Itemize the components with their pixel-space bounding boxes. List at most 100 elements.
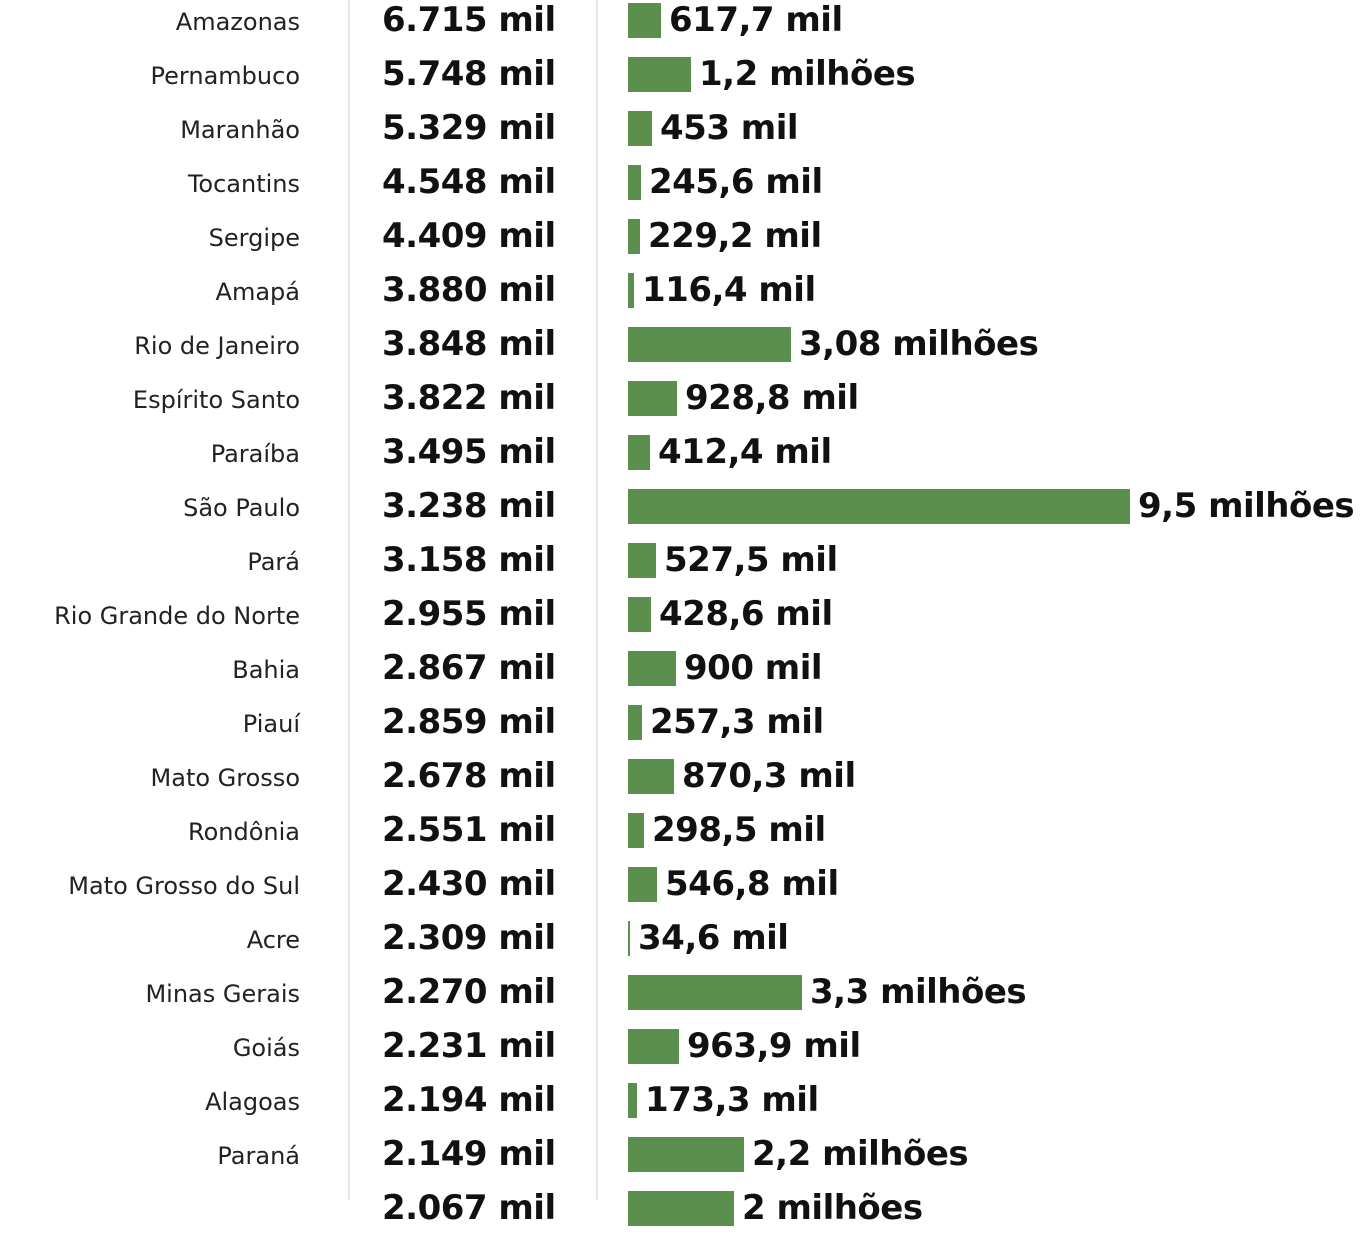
rate-value: 2.430 mil	[382, 864, 556, 904]
population-bar	[628, 1083, 637, 1118]
population-bar	[628, 975, 802, 1010]
state-name: Amapá	[215, 278, 300, 306]
population-label: 9,5 milhões	[1138, 486, 1355, 526]
table-row: Minas Gerais 2.270 mil 3,3 milhões	[0, 972, 1366, 1026]
table-row: Rondônia 2.551 mil 298,5 mil	[0, 810, 1366, 864]
rate-value: 2.231 mil	[382, 1026, 556, 1066]
population-label: 900 mil	[684, 648, 823, 688]
state-name: Mato Grosso	[150, 764, 300, 792]
state-name: Pará	[247, 548, 300, 576]
table-row: Bahia 2.867 mil 900 mil	[0, 648, 1366, 702]
population-bar	[628, 705, 642, 740]
population-label: 2,2 milhões	[752, 1134, 969, 1174]
table-row: Acre 2.309 mil 34,6 mil	[0, 918, 1366, 972]
state-name: Paraná	[217, 1142, 300, 1170]
table-row: Paraná 2.149 mil 2,2 milhões	[0, 1134, 1366, 1188]
table-row: Rio de Janeiro 3.848 mil 3,08 milhões	[0, 324, 1366, 378]
table-row: Tocantins 4.548 mil 245,6 mil	[0, 162, 1366, 216]
state-name: Maranhão	[180, 116, 300, 144]
rate-value: 3.158 mil	[382, 540, 556, 580]
population-bar	[628, 165, 641, 200]
state-name: Rio de Janeiro	[134, 332, 300, 360]
population-bar	[628, 759, 674, 794]
column-divider-2	[596, 0, 598, 1200]
state-name: Rio Grande do Norte	[54, 602, 300, 630]
rate-value: 2.551 mil	[382, 810, 556, 850]
rate-value: 2.149 mil	[382, 1134, 556, 1174]
rate-value: 6.715 mil	[382, 0, 556, 40]
population-bar	[628, 435, 650, 470]
state-name: Paraíba	[210, 440, 300, 468]
table-row: São Paulo 3.238 mil 9,5 milhões	[0, 486, 1366, 540]
table-row: Pará 3.158 mil 527,5 mil	[0, 540, 1366, 594]
rate-value: 4.548 mil	[382, 162, 556, 202]
rate-value: 3.880 mil	[382, 270, 556, 310]
state-name: Bahia	[232, 656, 300, 684]
population-label: 245,6 mil	[649, 162, 823, 202]
population-bar	[628, 1137, 744, 1172]
population-label: 2 milhões	[742, 1188, 923, 1228]
population-label: 3,08 milhões	[799, 324, 1039, 364]
population-label: 173,3 mil	[645, 1080, 819, 1120]
state-name: Sergipe	[208, 224, 300, 252]
rate-value: 5.329 mil	[382, 108, 556, 148]
population-label: 116,4 mil	[642, 270, 816, 310]
rate-value: 2.859 mil	[382, 702, 556, 742]
rate-value: 2.067 mil	[382, 1188, 556, 1228]
population-label: 870,3 mil	[682, 756, 856, 796]
state-name: Rondônia	[188, 818, 300, 846]
population-label: 428,6 mil	[659, 594, 833, 634]
population-bar	[628, 3, 661, 38]
rate-value: 3.848 mil	[382, 324, 556, 364]
population-label: 257,3 mil	[650, 702, 824, 742]
state-name: Piauí	[242, 710, 300, 738]
table-row: Paraíba 3.495 mil 412,4 mil	[0, 432, 1366, 486]
state-name: São Paulo	[183, 494, 300, 522]
table-row: Rio Grande do Norte 2.955 mil 428,6 mil	[0, 594, 1366, 648]
rate-value: 2.867 mil	[382, 648, 556, 688]
table-row: Espírito Santo 3.822 mil 928,8 mil	[0, 378, 1366, 432]
population-bar	[628, 921, 630, 956]
population-bar	[628, 813, 644, 848]
state-name: Mato Grosso do Sul	[68, 872, 300, 900]
table-row: 2.067 mil 2 milhões	[0, 1188, 1366, 1242]
state-name: Acre	[246, 926, 300, 954]
population-bar	[628, 489, 1130, 524]
population-label: 412,4 mil	[658, 432, 832, 472]
population-bar	[628, 273, 634, 308]
rate-value: 2.678 mil	[382, 756, 556, 796]
population-label: 963,9 mil	[687, 1026, 861, 1066]
population-bar	[628, 867, 657, 902]
state-name: Alagoas	[205, 1088, 300, 1116]
table-row: Pernambuco 5.748 mil 1,2 milhões	[0, 54, 1366, 108]
state-name: Minas Gerais	[145, 980, 300, 1008]
state-name: Espírito Santo	[132, 386, 300, 414]
population-bar	[628, 111, 652, 146]
table-row: Maranhão 5.329 mil 453 mil	[0, 108, 1366, 162]
state-name: Pernambuco	[150, 62, 300, 90]
population-label: 3,3 milhões	[810, 972, 1027, 1012]
population-bar	[628, 1191, 734, 1226]
rate-value: 2.270 mil	[382, 972, 556, 1012]
table-row: Sergipe 4.409 mil 229,2 mil	[0, 216, 1366, 270]
state-name: Amazonas	[175, 8, 300, 36]
table-row: Amazonas 6.715 mil 617,7 mil	[0, 0, 1366, 54]
rate-value: 3.495 mil	[382, 432, 556, 472]
rate-value: 2.309 mil	[382, 918, 556, 958]
population-bar	[628, 543, 656, 578]
population-label: 527,5 mil	[664, 540, 838, 580]
population-label: 546,8 mil	[665, 864, 839, 904]
population-label: 298,5 mil	[652, 810, 826, 850]
table-row: Mato Grosso 2.678 mil 870,3 mil	[0, 756, 1366, 810]
population-bar	[628, 651, 676, 686]
population-bar	[628, 381, 677, 416]
population-bar	[628, 327, 791, 362]
state-name: Goiás	[232, 1034, 300, 1062]
rate-value: 2.194 mil	[382, 1080, 556, 1120]
population-label: 453 mil	[660, 108, 799, 148]
population-bar	[628, 1029, 679, 1064]
table-row: Goiás 2.231 mil 963,9 mil	[0, 1026, 1366, 1080]
table-row: Alagoas 2.194 mil 173,3 mil	[0, 1080, 1366, 1134]
population-bar	[628, 597, 651, 632]
